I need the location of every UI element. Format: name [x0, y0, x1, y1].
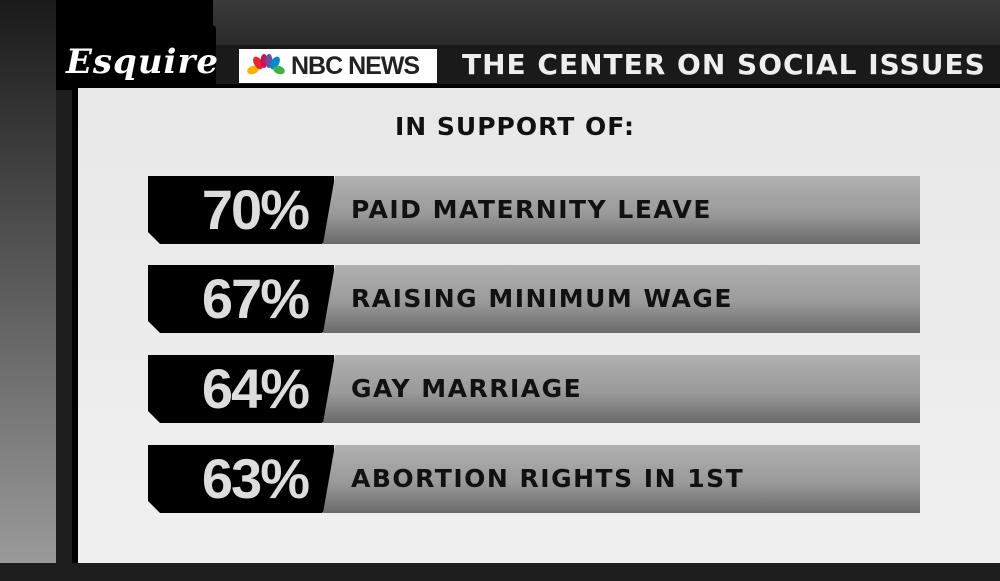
page-title: THE CENTER ON SOCIAL ISSUES — [462, 48, 986, 81]
nbc-news-text: NBC NEWS — [291, 51, 420, 80]
stat-row: 70% PAID MATERNITY LEAVE — [148, 176, 920, 244]
stat-row: 63% ABORTION RIGHTS IN 1ST TRIMESTER — [148, 445, 920, 513]
stat-row: 67% RAISING MINIMUM WAGE — [148, 265, 920, 333]
stat-label: ABORTION RIGHTS IN 1ST TRIMESTER — [323, 445, 920, 513]
stat-row: 64% GAY MARRIAGE — [148, 355, 920, 423]
stat-percent: 63% — [148, 445, 334, 513]
stat-percent: 70% — [148, 176, 334, 244]
nbc-news-logo: NBC NEWS — [239, 49, 437, 83]
subtitle: IN SUPPORT OF: — [395, 112, 635, 141]
peacock-icon — [247, 54, 285, 75]
stat-label: PAID MATERNITY LEAVE — [323, 176, 920, 244]
left-gradient — [0, 0, 56, 563]
stat-percent: 67% — [148, 265, 334, 333]
esquire-logo: Esquire — [66, 42, 220, 82]
stat-percent: 64% — [148, 355, 334, 423]
logo-frame — [56, 0, 216, 90]
stat-label: RAISING MINIMUM WAGE — [323, 265, 920, 333]
stat-label: GAY MARRIAGE — [323, 355, 920, 423]
